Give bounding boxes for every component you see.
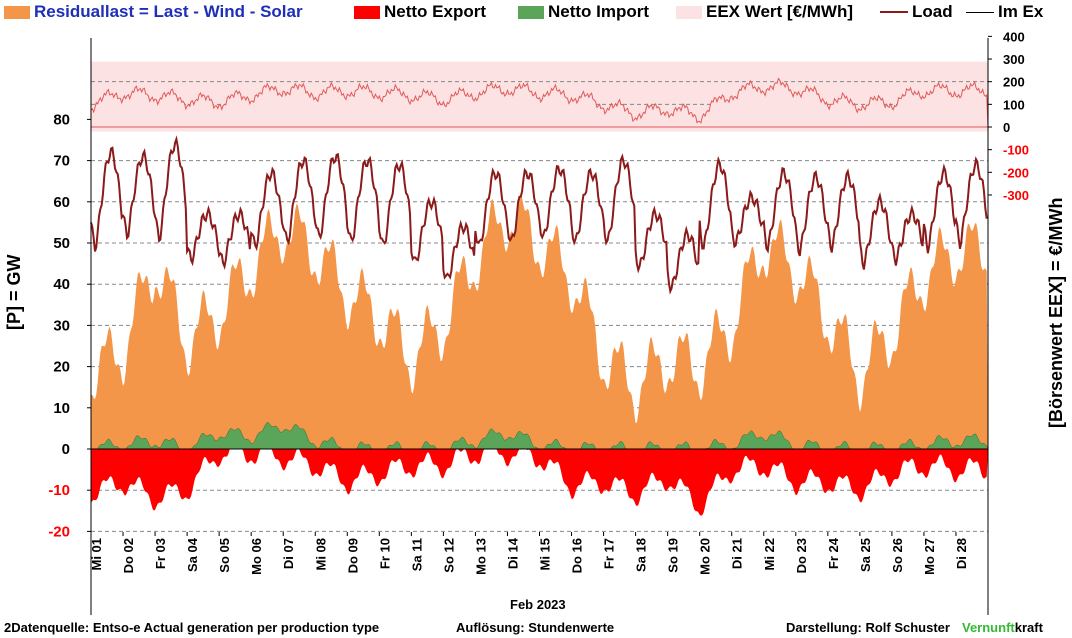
legend-imex: Im Ex [966, 2, 1043, 22]
legend-label-export: Netto Export [384, 2, 486, 21]
left-tick-label: 0 [62, 441, 70, 458]
x-tick-label: Mo 13 [473, 538, 488, 575]
eex-area [90, 77, 989, 128]
x-tick-label: Mo 27 [922, 538, 937, 575]
legend-load: Load [880, 2, 953, 22]
left-tick-label: 30 [53, 317, 70, 334]
residual-area [91, 194, 988, 449]
right-tick-label: 0 [1003, 120, 1010, 135]
export-area [91, 449, 988, 516]
x-axis-title: Feb 2023 [510, 597, 566, 612]
x-tick-label: Do 16 [570, 538, 585, 573]
load-line [90, 135, 988, 295]
legend-swatch-export [354, 5, 380, 19]
left-tick-label: -20 [48, 523, 70, 540]
legend-swatch-imex [966, 11, 994, 13]
right-axis-title: [Börsenwert EEX] = €/MWh [1046, 197, 1066, 428]
left-tick-label: -10 [48, 482, 70, 499]
legend-residual: Residuallast = Last - Wind - Solar [4, 2, 303, 22]
x-tick-label: Do 09 [345, 538, 360, 573]
left-tick-label: 50 [53, 235, 70, 252]
footer-brand: Vernunftkraft [962, 620, 1043, 635]
legend-label-eex: EEX Wert [€/MWh] [706, 2, 854, 21]
x-tick-label: Mi 08 [313, 538, 328, 571]
x-tick-label: Do 02 [121, 538, 136, 573]
x-tick-label: Mi 01 [89, 538, 104, 571]
left-tick-label: 10 [53, 400, 70, 417]
legend-swatch-eex [676, 5, 702, 19]
x-tick-label: Do 23 [794, 538, 809, 573]
x-tick-label: Mo 20 [698, 538, 713, 575]
legend-import: Netto Import [518, 2, 649, 22]
x-tick-label: Di 14 [506, 537, 521, 569]
x-tick-label: Mi 22 [762, 538, 777, 571]
x-tick-label: Sa 11 [409, 538, 424, 571]
left-tick-label: 70 [53, 153, 70, 170]
legend-label-residual: Residuallast = Last - Wind - Solar [34, 2, 303, 21]
right-tick-label: 100 [1003, 97, 1025, 112]
x-tick-label: Fr 03 [153, 538, 168, 569]
legend-swatch-import [518, 5, 544, 19]
right-tick-label: 300 [1003, 52, 1025, 67]
left-axis-title: [P] = GW [4, 254, 24, 331]
legend-export: Netto Export [354, 2, 486, 22]
x-tick-label: So 05 [217, 538, 232, 573]
legend-swatch-load [880, 11, 908, 13]
footer-author: Darstellung: Rolf Schuster [786, 620, 950, 635]
right-tick-label: 200 [1003, 75, 1025, 90]
x-tick-label: So 19 [666, 538, 681, 573]
x-tick-label: So 12 [441, 538, 456, 573]
footer-brand-a: Vernunft [962, 620, 1015, 635]
legend-label-load: Load [912, 2, 953, 21]
legend-swatch-residual [4, 5, 30, 19]
legend-eex: EEX Wert [€/MWh] [676, 2, 853, 22]
left-tick-label: 60 [53, 194, 70, 211]
x-tick-label: Fr 10 [377, 538, 392, 569]
right-tick-label: 400 [1003, 29, 1025, 44]
x-tick-label: Di 07 [281, 538, 296, 569]
footer-brand-b: kraft [1014, 620, 1043, 635]
x-tick-label: Sa 04 [185, 537, 200, 572]
x-tick-label: Mo 06 [249, 538, 264, 575]
left-tick-label: 40 [53, 276, 70, 293]
right-tick-label: -200 [1003, 165, 1029, 180]
x-tick-label: So 26 [890, 538, 905, 573]
right-tick-label: -100 [1003, 143, 1029, 158]
legend-label-import: Netto Import [548, 2, 650, 21]
x-tick-label: Fr 17 [602, 538, 617, 569]
x-tick-label: Fr 24 [826, 537, 841, 569]
x-tick-label: Di 28 [954, 538, 969, 569]
right-tick-label: -300 [1003, 188, 1029, 203]
x-tick-label: Di 21 [730, 538, 745, 569]
footer-resolution: Auflösung: Stundenwerte [456, 620, 615, 635]
x-tick-label: Mi 15 [538, 538, 553, 571]
legend: Residuallast = Last - Wind - Solar Netto… [0, 0, 1072, 26]
left-tick-label: 20 [53, 359, 70, 376]
footer-source: 2Datenquelle: Entso-e Actual generation … [4, 620, 380, 635]
x-tick-label: Sa 25 [858, 538, 873, 572]
x-tick-label: Sa 18 [634, 538, 649, 572]
left-tick-label: 80 [53, 111, 70, 128]
legend-label-imex: Im Ex [998, 2, 1044, 21]
